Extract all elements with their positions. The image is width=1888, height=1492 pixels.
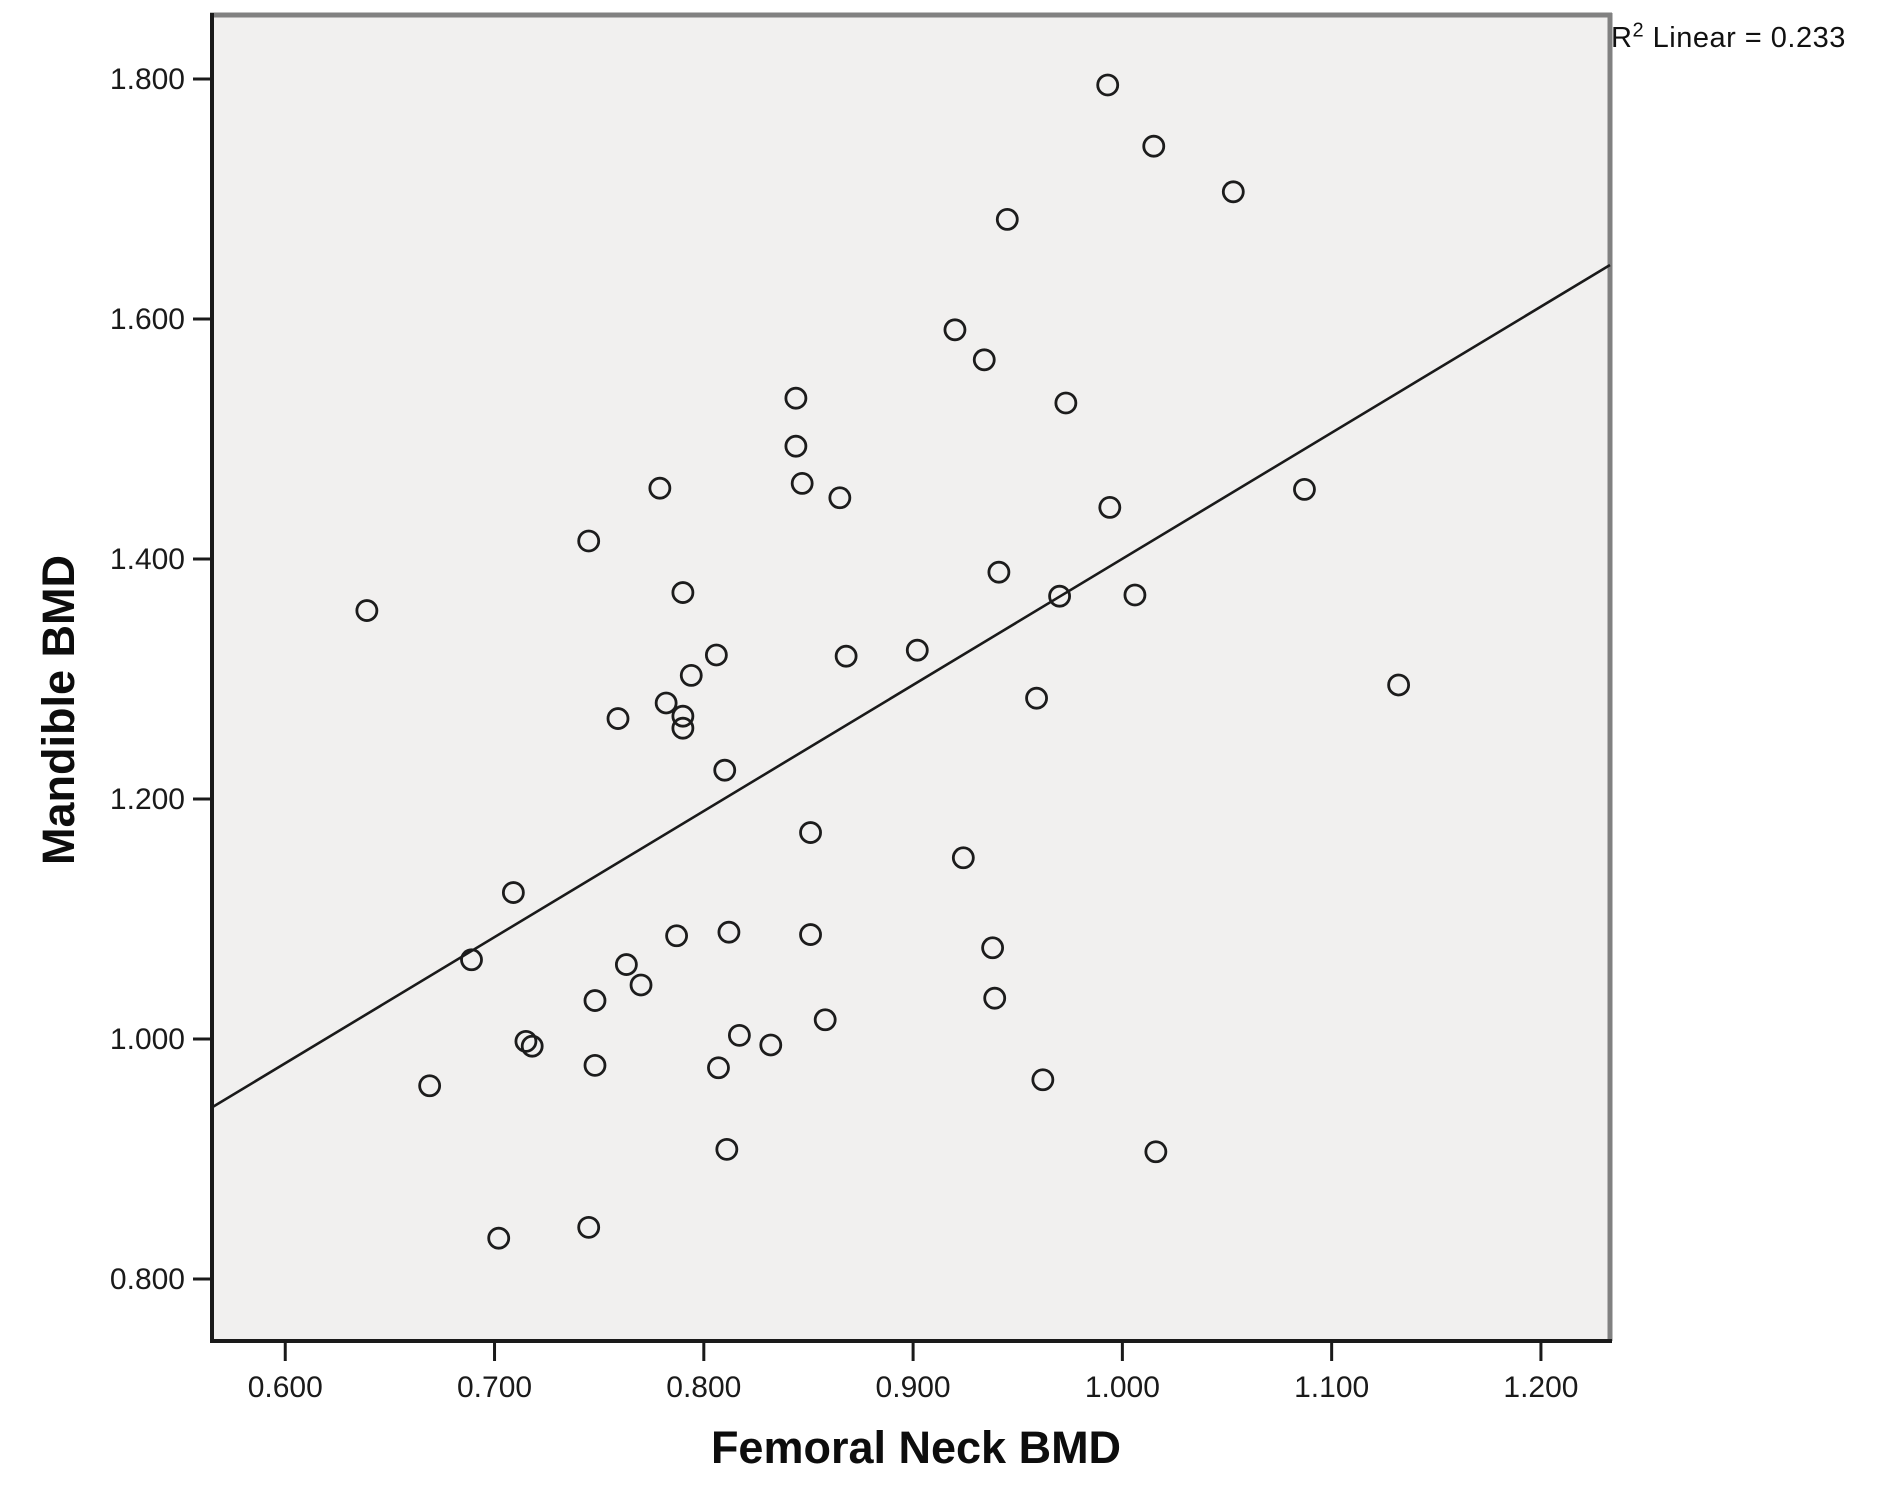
y-axis-ticks: 0.800 1.000 1.200 1.400 1.600 1.800	[110, 63, 212, 1296]
data-point	[1025, 686, 1048, 710]
data-point	[418, 1074, 442, 1098]
y-tick-label: 1.200	[110, 783, 185, 816]
y-tick-label: 1.400	[110, 543, 185, 576]
data-point	[1142, 134, 1166, 158]
x-tick-label: 1.200	[1503, 1371, 1578, 1404]
data-point	[813, 1008, 837, 1032]
data-point	[727, 1023, 751, 1047]
data-point	[1048, 584, 1071, 608]
data-point	[981, 936, 1005, 960]
y-tick-label: 1.800	[110, 63, 185, 96]
y-tick-label: 1.600	[110, 303, 185, 336]
data-point	[715, 1137, 739, 1161]
data-point	[905, 638, 929, 662]
data-point	[799, 821, 822, 844]
data-point	[665, 924, 689, 948]
data-point	[972, 348, 996, 372]
r-squared-value: Linear = 0.233	[1644, 22, 1846, 54]
data-point	[784, 386, 808, 410]
data-point	[1387, 673, 1411, 697]
data-point	[501, 881, 525, 904]
x-tick-label: 1.100	[1294, 1371, 1369, 1404]
data-point	[1221, 180, 1245, 204]
data-point	[487, 1226, 511, 1250]
data-point	[614, 953, 638, 976]
r-squared-base: R	[1611, 22, 1633, 54]
y-tick-label: 0.800	[110, 1263, 185, 1296]
data-point	[514, 1029, 538, 1053]
scatter-points	[355, 73, 1411, 1250]
data-point	[704, 643, 728, 667]
data-point	[717, 920, 741, 944]
plot-frame	[210, 12, 1613, 1343]
data-point	[671, 716, 695, 740]
data-point	[577, 529, 601, 553]
data-point	[790, 471, 814, 495]
x-tick-label: 0.600	[248, 1371, 323, 1404]
data-point	[759, 1033, 783, 1057]
data-point	[1123, 583, 1147, 607]
data-point	[606, 707, 630, 730]
data-point	[987, 560, 1011, 584]
data-point	[355, 599, 379, 622]
data-point	[1054, 391, 1078, 415]
data-point	[577, 1215, 601, 1239]
x-tick-label: 0.800	[666, 1371, 741, 1404]
data-point	[460, 948, 483, 972]
data-point	[671, 704, 695, 728]
data-point	[583, 989, 607, 1012]
data-point	[648, 476, 672, 500]
data-point	[834, 644, 858, 668]
data-point	[951, 846, 975, 870]
plot-background	[212, 13, 1610, 1341]
data-point	[1144, 1140, 1168, 1164]
data-point	[799, 923, 822, 946]
data-point	[1098, 495, 1122, 519]
x-tick-label: 1.000	[1085, 1371, 1160, 1404]
y-axis-title: Mandible BMD	[33, 555, 84, 865]
y-tick-label: 1.000	[110, 1023, 185, 1056]
x-axis-ticks: 0.600 0.700 0.800 0.900 1.000 1.100 1.200	[248, 1343, 1578, 1404]
data-point	[1293, 477, 1316, 501]
data-point	[654, 691, 678, 715]
x-axis-title: Femoral Neck BMD	[711, 1422, 1121, 1473]
data-point	[784, 434, 808, 458]
r-squared-superscript: 2	[1632, 19, 1645, 42]
data-point	[983, 986, 1007, 1010]
data-point	[995, 207, 1019, 231]
regression-line	[211, 263, 1611, 1109]
data-point	[679, 663, 703, 687]
data-point	[629, 973, 653, 997]
data-point	[1096, 73, 1120, 97]
data-point	[1031, 1068, 1055, 1092]
data-point	[943, 318, 967, 342]
data-point	[828, 486, 852, 510]
data-point	[583, 1053, 607, 1077]
x-tick-label: 0.700	[457, 1371, 532, 1404]
x-tick-label: 0.900	[876, 1371, 951, 1404]
data-point	[707, 1056, 730, 1080]
data-point	[520, 1034, 544, 1058]
data-point	[671, 581, 695, 604]
r-squared-annotation: R2 Linear = 0.233	[1611, 19, 1846, 55]
data-point	[713, 758, 737, 782]
